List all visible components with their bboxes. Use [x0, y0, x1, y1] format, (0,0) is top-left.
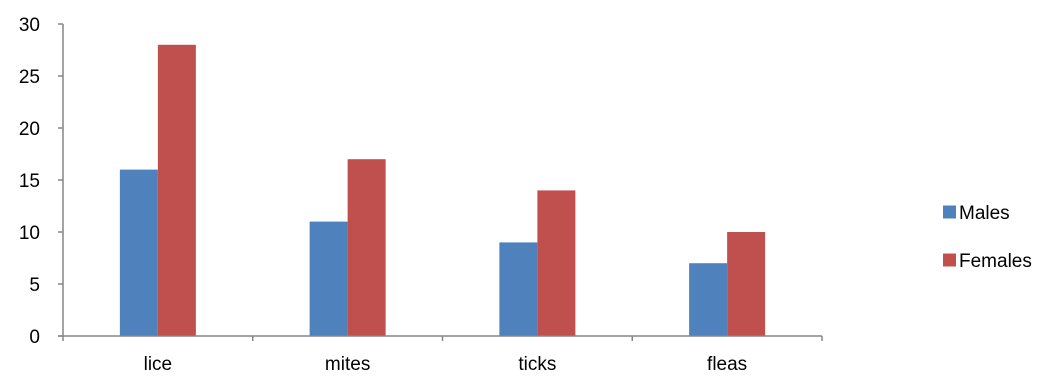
- bar-males-fleas: [689, 263, 728, 336]
- y-tick-label-25: 25: [19, 67, 40, 88]
- bar-females-lice: [157, 44, 196, 337]
- legend: Males Females: [943, 203, 1032, 272]
- y-tick-label-5: 5: [29, 275, 40, 296]
- legend-swatch-females: [943, 253, 956, 267]
- legend-swatch-males: [943, 205, 956, 219]
- axes-layer: [58, 23, 823, 341]
- bar-females-ticks: [537, 190, 576, 336]
- y-tick-label-20: 20: [19, 119, 40, 140]
- y-tick-label-0: 0: [29, 327, 40, 348]
- legend-label-females: Females: [959, 251, 1032, 272]
- bar-females-mites: [347, 159, 386, 336]
- bar-males-ticks: [499, 242, 538, 336]
- x-tick-label-mites: mites: [325, 354, 370, 375]
- bar-females-fleas: [727, 232, 766, 336]
- x-tick-label-fleas: fleas: [707, 354, 747, 375]
- legend-label-males: Males: [959, 203, 1010, 224]
- y-tick-label-30: 30: [19, 15, 40, 36]
- x-tick-label-lice: lice: [144, 354, 173, 375]
- bar-males-mites: [309, 221, 348, 336]
- labels-layer: 0 5 10 15 20 25 30 lice mites ticks fleas: [19, 15, 747, 375]
- bars-layer: [119, 44, 766, 337]
- x-tick-label-ticks: ticks: [518, 354, 556, 375]
- y-tick-label-10: 10: [19, 223, 40, 244]
- y-tick-label-15: 15: [19, 171, 40, 192]
- bar-males-lice: [119, 169, 158, 336]
